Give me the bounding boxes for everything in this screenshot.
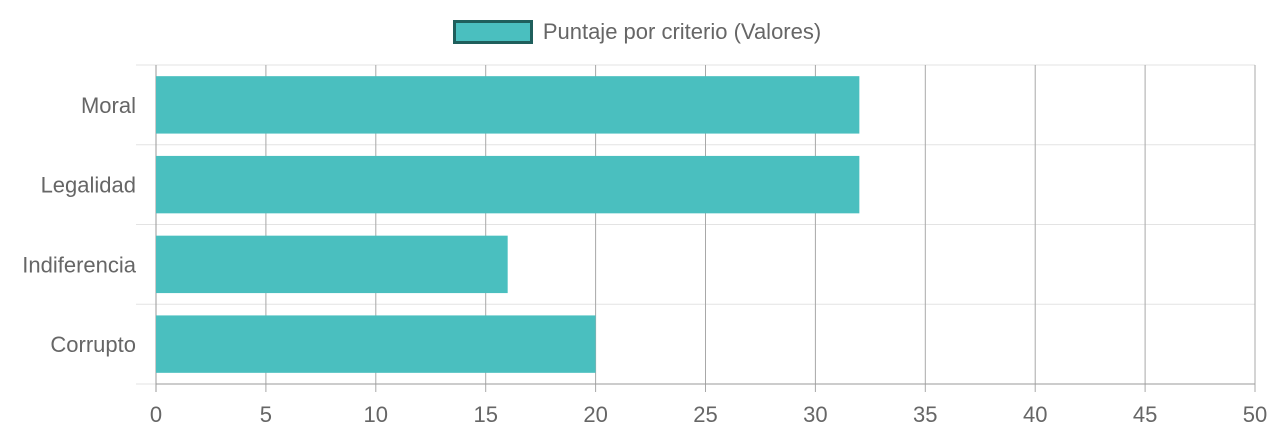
y-tick-label: Indiferencia — [22, 252, 137, 277]
bar-moral[interactable] — [156, 76, 860, 134]
legend-swatch — [452, 20, 533, 44]
y-tick-label: Corrupto — [50, 332, 136, 357]
bar-corrupto[interactable] — [156, 315, 596, 373]
x-tick-label: 45 — [1133, 402, 1157, 427]
x-tick-label: 20 — [583, 402, 607, 427]
bar-legalidad[interactable] — [156, 155, 860, 214]
x-tick-label: 5 — [260, 402, 272, 427]
bar-indiferencia[interactable] — [156, 235, 508, 294]
x-tick-label: 15 — [473, 402, 497, 427]
legend-item[interactable]: Puntaje por criterio (Valores) — [452, 19, 822, 45]
x-tick-label: 25 — [693, 402, 717, 427]
x-tick-label: 0 — [150, 402, 162, 427]
x-tick-label: 30 — [803, 402, 827, 427]
y-tick-label: Legalidad — [41, 173, 136, 198]
chart-legend: Puntaje por criterio (Valores) — [0, 14, 1274, 50]
legend-label: Puntaje por criterio (Valores) — [542, 19, 822, 44]
x-tick-label: 10 — [364, 402, 388, 427]
y-tick-label: Moral — [81, 93, 136, 118]
x-tick-label: 40 — [1023, 402, 1047, 427]
x-tick-label: 35 — [913, 402, 937, 427]
x-tick-label: 50 — [1243, 402, 1267, 427]
